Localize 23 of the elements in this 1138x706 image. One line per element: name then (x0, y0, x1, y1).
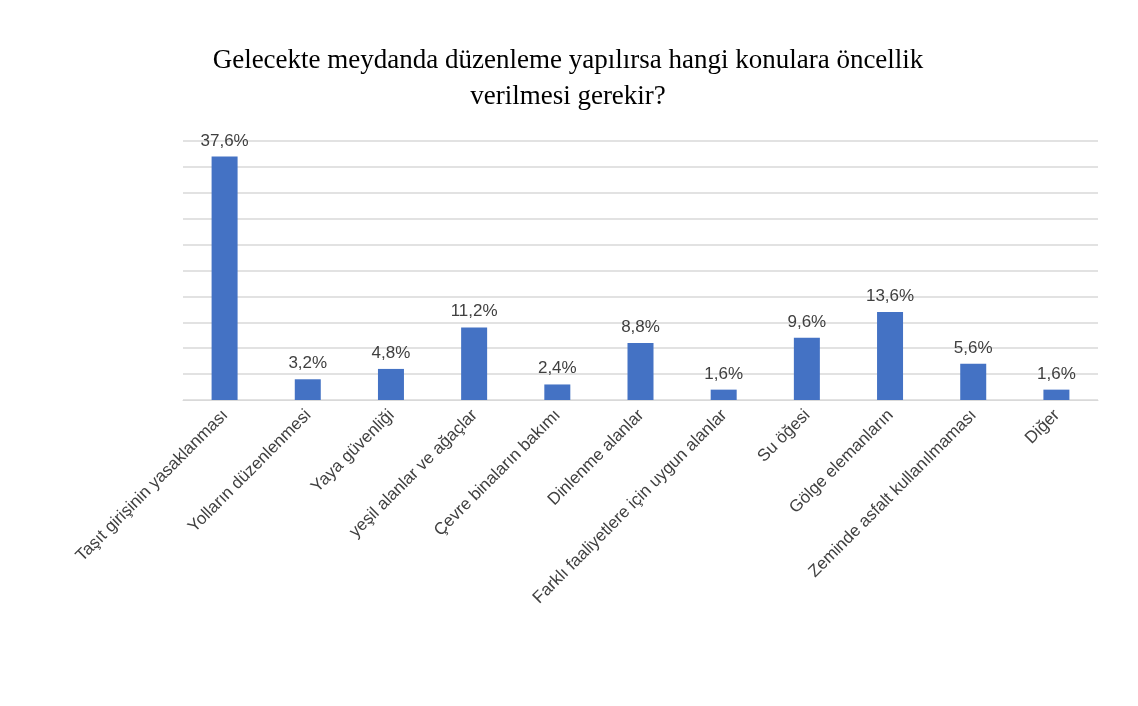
bar (544, 384, 571, 400)
bar (960, 363, 987, 400)
bar (1043, 389, 1070, 400)
chart-title: Gelecekte meydanda düzenleme yapılırsa hangi konulara öncellik verilmesi gerekir? (212, 44, 924, 110)
data-label: 11,2% (450, 301, 498, 321)
bar (377, 368, 404, 400)
data-label: 3,2% (288, 353, 328, 373)
data-label: 37,6% (200, 130, 249, 150)
data-label: 2,4% (537, 358, 577, 378)
data-label: 9,6% (787, 311, 827, 331)
bar (461, 327, 488, 400)
bar (294, 379, 321, 400)
data-label: 1,6% (704, 363, 744, 383)
bar (793, 337, 820, 400)
data-label: 13,6% (865, 285, 915, 305)
data-label: 1,6% (1037, 363, 1076, 383)
bar (877, 311, 904, 400)
bar (710, 389, 737, 400)
data-label: 8,8% (621, 317, 660, 337)
data-label: 5,6% (953, 337, 993, 357)
bar (627, 343, 654, 400)
bar (211, 156, 238, 400)
data-label: 4,8% (371, 342, 411, 362)
